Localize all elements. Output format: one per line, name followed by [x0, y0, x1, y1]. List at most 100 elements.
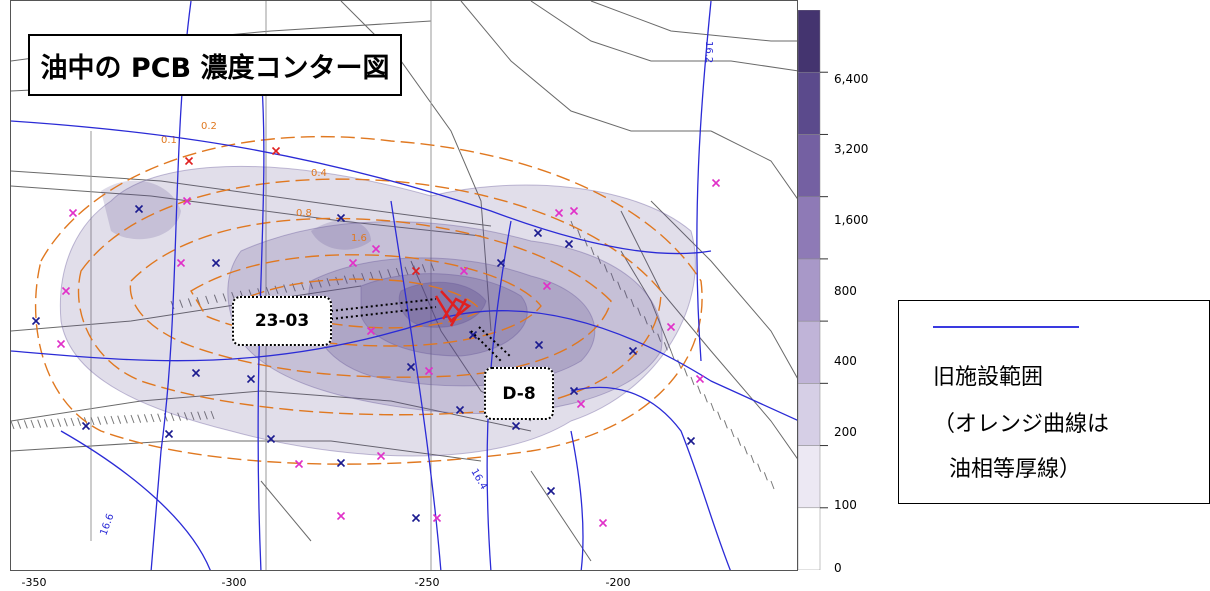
legend-line3: 油相等厚線）: [949, 457, 1082, 482]
hatch-tick: [710, 402, 715, 412]
hatch-tick: [265, 286, 270, 296]
hatch-tick: [683, 368, 688, 377]
hatch-tick: [197, 411, 202, 420]
x-tick: -200: [605, 576, 631, 589]
hatch-tick: [670, 350, 675, 360]
sample-marker: [134, 204, 144, 214]
hatch-tick: [187, 298, 192, 307]
colorbar-label: 0: [834, 561, 842, 575]
hatch-tick: [326, 278, 331, 287]
sample-marker: [564, 239, 574, 249]
colorbar-band: [798, 320, 821, 384]
sample-marker: [271, 146, 281, 156]
isopach-line: [77, 178, 662, 416]
hatch-tick: [590, 246, 595, 256]
hatch-tick: [703, 394, 708, 403]
sample-marker: [459, 266, 469, 276]
facility-label: 16.4: [468, 467, 489, 492]
facility-line: [696, 1, 712, 362]
sample-marker: [56, 339, 66, 349]
hatch-tick: [190, 411, 195, 421]
hatch-tick: [387, 269, 392, 278]
sample-marker: [68, 208, 78, 218]
x-tick: -350: [21, 576, 47, 589]
sample-marker: [406, 362, 416, 372]
isopach-label: 0.1: [161, 135, 177, 146]
sample-marker: [246, 374, 256, 384]
sample-marker: [542, 281, 552, 291]
colorbar: [798, 10, 828, 570]
sample-marker: [336, 511, 346, 521]
isopach-label: 0.8: [296, 208, 312, 219]
hotspot-marker: [434, 290, 472, 327]
sample-marker: [554, 208, 564, 218]
sample-marker: [411, 266, 421, 276]
sample-marker: [711, 178, 721, 188]
sample-marker: [211, 258, 221, 268]
sample-marker: [266, 434, 276, 444]
hatch-tick: [110, 415, 115, 425]
hatch-tick: [657, 333, 662, 342]
hatch-tick: [343, 275, 348, 284]
hatch-tick: [283, 284, 288, 293]
hatch-tick: [750, 454, 755, 464]
isopach-label: 0.4: [311, 168, 327, 179]
sample-marker: [164, 429, 174, 439]
isopach-line: [34, 135, 703, 465]
hatch-tick: [97, 416, 102, 425]
colorbar-band: [798, 507, 821, 570]
sample-marker: [598, 518, 608, 528]
hatch-tick: [50, 418, 55, 428]
sample-marker: [294, 459, 304, 469]
hatch-tick: [623, 290, 628, 299]
colorbar-band: [798, 71, 821, 135]
hatch-tick: [274, 285, 279, 294]
map-title: 油中の PCB 濃度コンター図: [28, 34, 402, 96]
hatch-tick: [130, 414, 135, 424]
colorbar-band: [798, 10, 821, 73]
hatch-tick: [150, 413, 155, 423]
sample-marker: [546, 486, 556, 496]
colorbar-label: 400: [834, 354, 857, 368]
facility-line: [390, 200, 442, 570]
hatch-tick: [430, 262, 435, 272]
hatch-tick: [369, 271, 374, 281]
isopach-line: [129, 217, 612, 378]
well-callout-d-8: D-8: [484, 367, 554, 420]
sample-marker: [496, 258, 506, 268]
colorbar-label: 800: [834, 284, 857, 298]
sample-marker: [31, 316, 41, 326]
colorbar-label: 200: [834, 425, 857, 439]
sample-marker: [569, 386, 579, 396]
colorbar-band: [798, 258, 821, 322]
hatch-tick: [637, 307, 642, 316]
sample-marker: [411, 513, 421, 523]
hatch-tick: [630, 298, 635, 308]
hatch-tick: [222, 293, 227, 302]
hatch-tick: [77, 417, 82, 426]
sample-marker: [569, 206, 579, 216]
hatch-tick: [583, 238, 588, 247]
hatch-tick: [603, 264, 608, 273]
sample-marker: [348, 258, 358, 268]
sample-marker: [61, 286, 71, 296]
colorbar-label: 100: [834, 498, 857, 512]
pcb-concentration-plume: [59, 165, 696, 457]
colorbar-band: [798, 383, 821, 446]
sample-marker: [686, 436, 696, 446]
hatch-tick: [361, 272, 366, 282]
hatch-tick: [404, 266, 409, 275]
sample-marker: [455, 405, 465, 415]
hatch-tick: [577, 229, 582, 238]
sample-marker: [666, 322, 676, 332]
hatch-tick: [103, 416, 108, 425]
sample-marker: [184, 156, 194, 166]
sample-marker: [468, 330, 478, 340]
colorbar-band: [798, 196, 821, 260]
sample-marker: [576, 399, 586, 409]
hatch-tick: [763, 472, 768, 481]
hatch-tick: [203, 411, 208, 420]
hatch-tick: [421, 264, 426, 273]
well-callout-23-03: 23-03: [232, 296, 332, 346]
sample-marker: [191, 368, 201, 378]
